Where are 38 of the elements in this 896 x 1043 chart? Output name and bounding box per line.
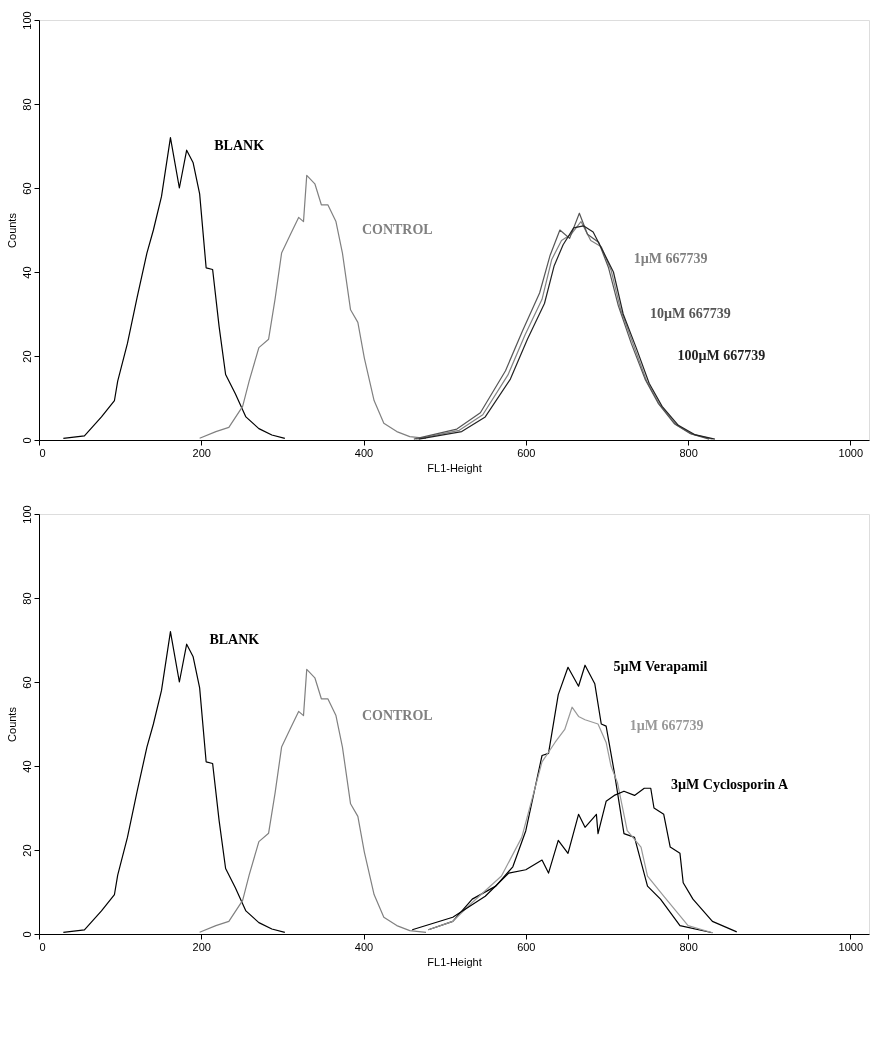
series-label: CONTROL (361, 707, 433, 723)
series-label: 1µM 667739 (633, 251, 708, 267)
series-label: 3µM Cyclosporin A (671, 776, 789, 792)
y-tick-label: 40 (20, 266, 33, 279)
y-axis-title: Counts (5, 706, 18, 742)
y-tick-label: 0 (20, 931, 33, 938)
series-label: CONTROL (361, 222, 433, 237)
x-axis-title: FL1-Height (427, 955, 482, 968)
x-tick-label: 1000 (838, 446, 864, 459)
series-label: 10µM 667739 (649, 306, 731, 321)
x-tick-label: 0 (39, 940, 46, 953)
series-label: BLANK (209, 632, 260, 647)
x-tick-label: 200 (192, 940, 211, 953)
y-tick-label: 100 (20, 505, 33, 524)
y-tick-label: 60 (20, 182, 33, 195)
y-tick-label: 40 (20, 760, 33, 773)
x-tick-label: 400 (354, 446, 374, 459)
series-label: 1µM 667739 (629, 718, 704, 734)
x-tick-label: 600 (517, 446, 536, 459)
y-tick-label: 80 (20, 98, 33, 111)
series-label: BLANK (214, 138, 265, 153)
y-tick-label: 60 (20, 676, 33, 689)
x-axis-title: FL1-Height (427, 461, 482, 474)
series-label: 5µM Verapamil (613, 659, 708, 675)
x-tick-label: 800 (679, 940, 698, 953)
y-tick-label: 20 (20, 350, 33, 363)
text: 100µM 667739 (677, 348, 766, 363)
y-tick-label: 20 (20, 844, 33, 857)
y-axis-title: Counts (5, 212, 18, 248)
x-tick-label: 200 (192, 446, 211, 459)
x-tick-label: 400 (354, 940, 374, 953)
x-tick-label: 600 (517, 940, 536, 953)
y-tick-label: 100 (20, 11, 33, 30)
x-tick-label: 0 (39, 446, 46, 459)
x-tick-label: 1000 (838, 940, 864, 953)
y-tick-label: 80 (20, 592, 33, 605)
y-tick-label: 0 (20, 437, 33, 444)
x-tick-label: 800 (679, 446, 698, 459)
